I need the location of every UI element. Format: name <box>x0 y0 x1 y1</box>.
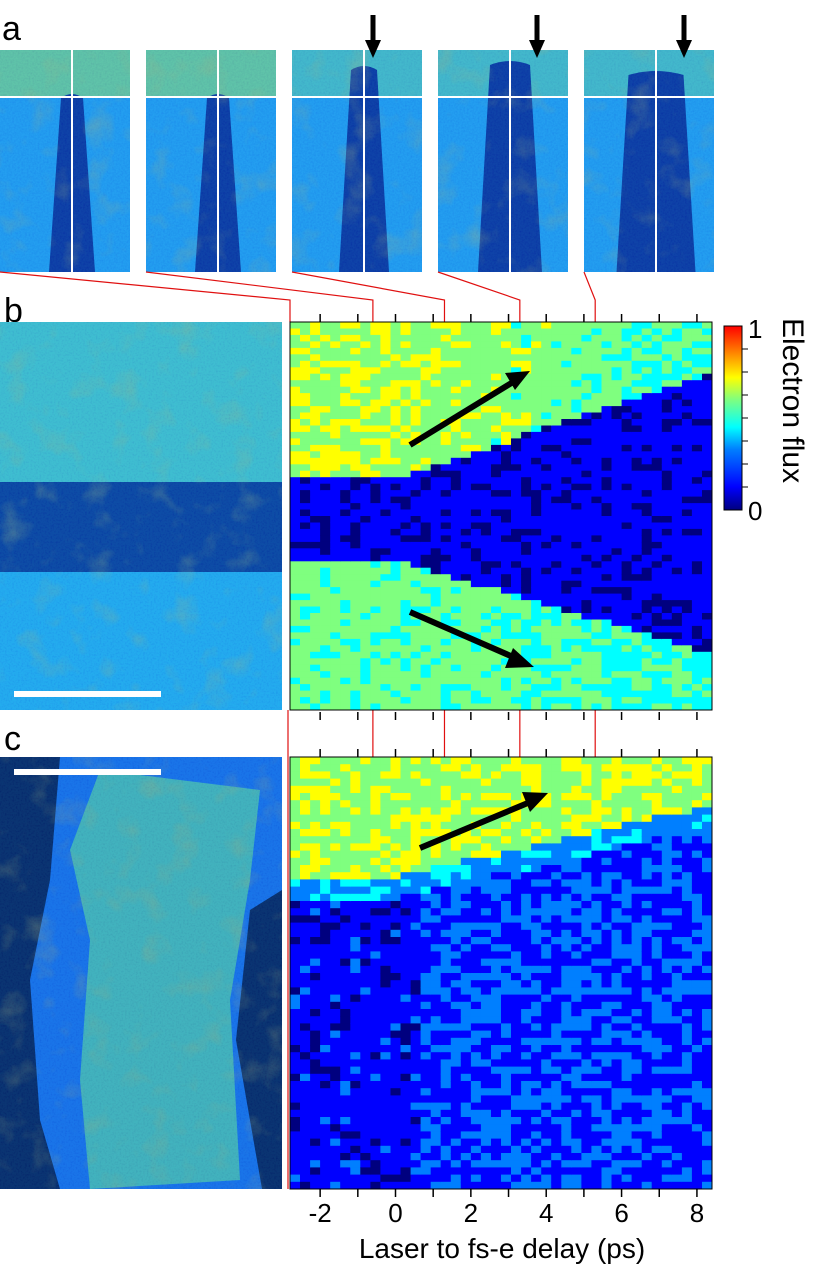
snapshot-image-1 <box>0 50 130 272</box>
colorbar-max-label: 1 <box>748 314 762 344</box>
panel-b-arrow-upper <box>408 371 530 448</box>
snapshot-marker-arrow <box>365 15 381 58</box>
panel-b-scale-bar <box>14 691 161 697</box>
x-axis-label: Laser to fs-e delay (ps) <box>359 1233 645 1264</box>
snapshot-image-3 <box>292 50 422 272</box>
colorbar: 1 0 Electron flux <box>723 314 809 526</box>
panel-b-arrow-lower <box>408 609 534 668</box>
x-tick-label: 4 <box>539 1198 553 1228</box>
panel-a-letter: a <box>2 10 21 48</box>
connector-line <box>0 271 291 322</box>
panel-b-image <box>0 322 282 710</box>
connector-line <box>145 271 374 322</box>
panel-c-scale-bar <box>14 769 161 775</box>
connector-lines <box>0 271 596 1189</box>
x-tick-label: 2 <box>464 1198 478 1228</box>
connector-line <box>583 271 596 322</box>
x-tick-label: 8 <box>690 1198 704 1228</box>
panel-b-top-ticks <box>319 314 698 322</box>
snapshot-marker-arrow <box>676 15 692 58</box>
snapshot-image-4 <box>438 50 568 272</box>
panel-c-top-ticks <box>319 749 698 757</box>
colorbar-title: Electron flux <box>776 318 809 483</box>
panel-b-letter: b <box>4 292 23 330</box>
connector-line <box>437 271 521 322</box>
panel-c-bottom-ticks <box>319 1189 698 1197</box>
x-axis-tick-labels: -2 0 2 4 6 8 <box>309 1198 705 1228</box>
panel-c-streak-plot <box>290 757 712 1189</box>
snapshot-image-5 <box>584 50 714 272</box>
connector-line <box>291 271 446 322</box>
panel-c-image <box>0 757 282 1189</box>
x-tick-label: 6 <box>614 1198 628 1228</box>
panel-a-snapshots <box>0 15 714 272</box>
x-tick-label: 0 <box>388 1198 402 1228</box>
colorbar-min-label: 0 <box>748 496 762 526</box>
snapshot-image-2 <box>146 50 276 272</box>
panel-b-streak-plot <box>290 322 712 710</box>
panel-b-bottom-ticks <box>319 712 698 720</box>
snapshot-marker-arrow <box>529 15 545 58</box>
x-tick-label: -2 <box>309 1198 332 1228</box>
panel-c-letter: c <box>4 720 21 758</box>
panel-c-arrow <box>418 792 548 851</box>
